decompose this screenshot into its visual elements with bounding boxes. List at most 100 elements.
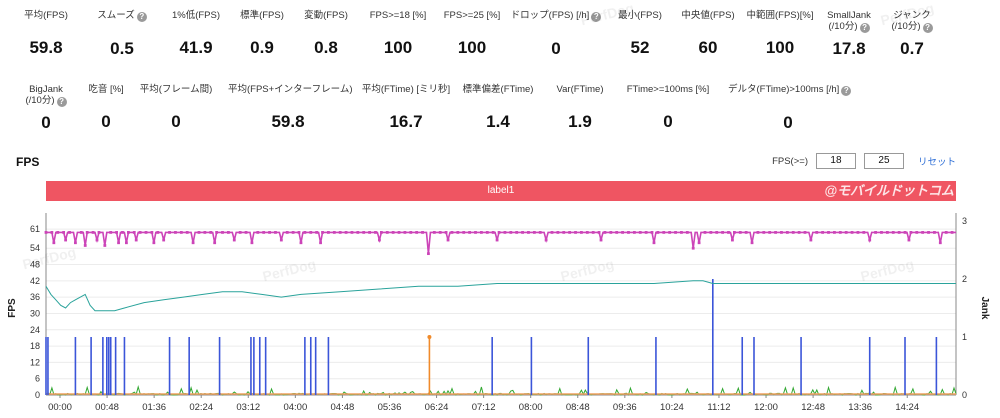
stat-label-line: 中央値(FPS) bbox=[681, 10, 735, 21]
help-icon[interactable]: ? bbox=[136, 12, 147, 22]
stat-label: 中範囲(FPS)[%] bbox=[720, 10, 840, 21]
x-tick-label: 12:48 bbox=[801, 402, 825, 413]
x-tick-label: 01:36 bbox=[142, 402, 166, 413]
fps-point bbox=[644, 231, 648, 234]
fps-point bbox=[338, 231, 342, 234]
fps-point bbox=[368, 231, 371, 234]
stat-label-line: ジャンク bbox=[893, 10, 931, 21]
fps-point bbox=[378, 238, 381, 242]
fps-point bbox=[632, 231, 636, 234]
stat-label: 平均(FPS) bbox=[0, 10, 106, 21]
fps-point bbox=[797, 231, 801, 234]
y-tick-label: 12 bbox=[30, 357, 40, 367]
fps-point bbox=[521, 231, 524, 234]
fps-point bbox=[885, 231, 889, 234]
fps-point bbox=[532, 231, 536, 234]
fps-point bbox=[179, 231, 183, 234]
fps-threshold-input-2[interactable]: 25 bbox=[863, 153, 904, 169]
fps-point bbox=[432, 231, 436, 234]
stat-label: ドロップ(FPS) [/h]? bbox=[496, 10, 616, 22]
series-line-fps bbox=[46, 231, 956, 254]
stat-label-line: 標準(FPS) bbox=[240, 10, 284, 21]
fps-point bbox=[652, 241, 656, 245]
fps-point bbox=[156, 231, 160, 234]
fps-point bbox=[319, 241, 322, 245]
stat-r2-0: BigJank (/10分)? 0 bbox=[0, 84, 106, 133]
help-icon[interactable]: ? bbox=[922, 23, 933, 33]
stat-r1-10: 中範囲(FPS)[%] 100 bbox=[720, 10, 840, 58]
fps-point bbox=[550, 231, 554, 234]
stat-value: 0 bbox=[551, 39, 561, 58]
stat-value: 0.7 bbox=[900, 39, 924, 58]
help-icon[interactable]: ? bbox=[56, 97, 67, 107]
fps-point bbox=[562, 231, 566, 234]
fps-point bbox=[132, 231, 136, 234]
fps-point bbox=[350, 231, 354, 234]
fps-point bbox=[168, 231, 171, 234]
fps-point bbox=[485, 231, 489, 234]
fps-point bbox=[185, 231, 189, 234]
y-tick-label: 6 bbox=[35, 374, 40, 384]
stat-value: 0 bbox=[101, 112, 111, 131]
fps-point bbox=[97, 231, 101, 234]
fps-point bbox=[250, 241, 254, 245]
stat-r2-1: 吃音 [%] 0 bbox=[46, 84, 166, 132]
stat-value: 59.8 bbox=[29, 38, 63, 57]
x-tick-label: 12:00 bbox=[754, 402, 778, 413]
stat-value: 100 bbox=[383, 38, 413, 57]
stat-label: 吃音 [%] bbox=[46, 84, 166, 95]
fps-point bbox=[744, 231, 748, 234]
fps-point bbox=[268, 231, 271, 234]
x-tick-label: 11:12 bbox=[707, 402, 730, 413]
fps-point bbox=[638, 231, 642, 234]
fps-point bbox=[115, 231, 119, 234]
fps-point bbox=[495, 238, 499, 242]
stat-label-line: (/10分) bbox=[828, 21, 858, 32]
fps-point bbox=[64, 238, 68, 242]
stat-r2-8: デルタ(FTime)>100ms [/h]? 0 bbox=[728, 84, 852, 133]
fps-point bbox=[397, 231, 401, 234]
fps-point bbox=[291, 231, 295, 234]
fps-point bbox=[309, 231, 313, 234]
fps-point bbox=[474, 231, 477, 234]
stat-r1-3: 標準(FPS) 0.9 bbox=[202, 10, 322, 58]
fps-point bbox=[95, 238, 99, 242]
fps-point bbox=[456, 231, 460, 234]
fps-point bbox=[627, 231, 630, 234]
fps-point bbox=[409, 231, 413, 234]
stat-label: 1%低(FPS) bbox=[136, 10, 256, 21]
fps-point bbox=[327, 231, 330, 234]
fps-point bbox=[191, 241, 195, 245]
x-tick-label: 03:12 bbox=[236, 402, 260, 413]
stat-value: 59.8 bbox=[271, 112, 305, 131]
reset-link[interactable]: リセット bbox=[917, 157, 956, 168]
stat-label-line: 平均(FTime) [ミリ秒] bbox=[361, 84, 451, 95]
help-icon[interactable]: ? bbox=[591, 12, 602, 22]
help-icon[interactable]: ? bbox=[841, 86, 852, 96]
fps-point bbox=[809, 238, 813, 242]
stat-label: 中央値(FPS) bbox=[648, 10, 768, 21]
stat-r2-6: Var(FTime) 1.9 bbox=[520, 84, 640, 132]
x-tick-label: 09:36 bbox=[613, 402, 637, 413]
fps-point bbox=[815, 231, 819, 234]
fps-point bbox=[391, 231, 395, 234]
fps-point bbox=[152, 241, 156, 245]
stat-value: 0.9 bbox=[250, 38, 274, 57]
stat-value: 1.9 bbox=[568, 112, 592, 131]
fps-point bbox=[838, 231, 842, 234]
stat-r1-8: 最小(FPS) 52 bbox=[580, 10, 700, 58]
stat-label-line: スムーズ bbox=[97, 10, 135, 21]
help-icon[interactable]: ? bbox=[859, 23, 870, 33]
stat-r2-2: 平均(フレーム間) 0 bbox=[116, 84, 236, 132]
fps-point bbox=[574, 231, 577, 234]
label-bar[interactable]: label1 bbox=[46, 181, 956, 201]
fps-point bbox=[468, 231, 472, 234]
fps-point bbox=[450, 231, 454, 234]
x-tick-label: 10:24 bbox=[660, 402, 684, 413]
stat-label: 標準(FPS) bbox=[202, 10, 322, 21]
fps-point bbox=[938, 241, 942, 245]
x-tick-label: 08:00 bbox=[519, 402, 543, 413]
fps-threshold-input-1[interactable]: 18 bbox=[815, 153, 856, 169]
fps-point bbox=[921, 231, 925, 234]
